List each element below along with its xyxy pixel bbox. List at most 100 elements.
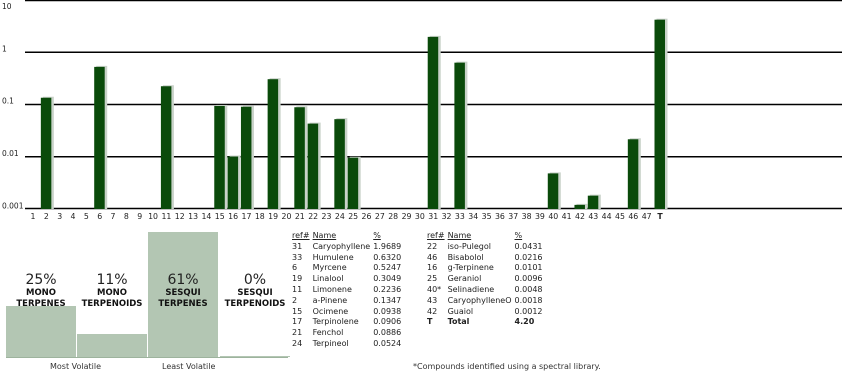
compound-ref: 2 bbox=[292, 295, 298, 305]
x-tick-label: 6 bbox=[97, 212, 102, 221]
x-tick-label: 18 bbox=[255, 212, 265, 221]
compound-pct: 0.0886 bbox=[373, 328, 402, 338]
compound-pct: 0.0524 bbox=[373, 338, 402, 348]
x-tick-label: 1 bbox=[31, 212, 36, 221]
bar bbox=[240, 106, 252, 209]
compound-name: Bisabolol bbox=[447, 252, 484, 262]
x-tick-label: 47 bbox=[642, 212, 652, 221]
x-tick-label: 32 bbox=[442, 212, 452, 221]
compound-ref: 6 bbox=[292, 263, 298, 273]
compound-name: Guaiol bbox=[447, 306, 474, 316]
bar bbox=[427, 36, 439, 209]
category-percent: 11% bbox=[96, 272, 128, 288]
x-tick-label: 4 bbox=[71, 212, 76, 221]
compound-row: 17 Terpinolene 0.0906 bbox=[292, 317, 404, 328]
x-tick-label: 25 bbox=[348, 212, 358, 221]
pct-header: % bbox=[373, 231, 381, 240]
compound-pct: 0.0101 bbox=[514, 263, 543, 273]
ref-header: ref# bbox=[292, 231, 310, 240]
category-name-line2: TERPENOIDS bbox=[224, 299, 286, 309]
x-tick-label: 16 bbox=[228, 212, 238, 221]
compound-pct: 0.1347 bbox=[373, 295, 402, 305]
x-tick-label: 9 bbox=[137, 212, 142, 221]
y-tick-label: 0.1 bbox=[2, 97, 14, 106]
compound-ref: 40* bbox=[427, 284, 442, 294]
compound-pct: 1.9689 bbox=[373, 241, 402, 251]
compound-row: 21 Fenchol 0.0886 bbox=[292, 328, 404, 339]
name-header: Name bbox=[447, 231, 472, 240]
x-tick-label: 13 bbox=[188, 212, 198, 221]
compound-name: Linalool bbox=[312, 274, 344, 284]
compound-row: 46 Bisabolol 0.0216 bbox=[427, 253, 546, 264]
y-tick-label: 1 bbox=[2, 44, 7, 53]
bar bbox=[40, 97, 52, 209]
bar bbox=[267, 79, 279, 209]
bar bbox=[574, 204, 585, 209]
compound-pct: 0.0096 bbox=[514, 274, 543, 284]
category-name-line1: MONO bbox=[96, 288, 128, 298]
compound-ref: 46 bbox=[427, 252, 438, 262]
category-percent: 61% bbox=[167, 272, 199, 288]
category-name-line1: SESQUI bbox=[165, 288, 201, 298]
x-tick-label: 33 bbox=[455, 212, 465, 221]
compound-name: Terpineol bbox=[312, 338, 349, 348]
compound-ref: 11 bbox=[292, 284, 303, 294]
x-tick-label: 26 bbox=[362, 212, 372, 221]
x-tick-label: 35 bbox=[482, 212, 492, 221]
x-tick-label: T bbox=[657, 212, 663, 221]
x-tick-label: 19 bbox=[268, 212, 278, 221]
x-tick-label: 8 bbox=[124, 212, 129, 221]
x-tick-label: 7 bbox=[111, 212, 116, 221]
x-tick-label: 22 bbox=[308, 212, 318, 221]
x-tick-label: 44 bbox=[602, 212, 612, 221]
y-tick-label: 0.01 bbox=[2, 149, 19, 158]
compound-name: Selinadiene bbox=[447, 284, 495, 294]
compound-name: Myrcene bbox=[312, 263, 347, 273]
compound-name: a-Pinene bbox=[312, 295, 348, 305]
x-tick-label: 21 bbox=[295, 212, 305, 221]
bar bbox=[587, 195, 599, 209]
x-tick-label: 28 bbox=[388, 212, 398, 221]
bar bbox=[214, 105, 225, 209]
compound-name: Terpinolene bbox=[312, 317, 359, 327]
compound-ref: 16 bbox=[427, 263, 438, 273]
compound-row: 22 iso-Pulegol 0.0431 bbox=[427, 242, 546, 253]
x-tick-label: 36 bbox=[495, 212, 505, 221]
compound-name: CaryophylleneO bbox=[447, 295, 512, 305]
category-percent: 0% bbox=[243, 272, 267, 288]
category-level-bar bbox=[220, 356, 290, 357]
compound-row: 19 Linalool 0.3049 bbox=[292, 274, 404, 285]
x-tick-label: 37 bbox=[508, 212, 518, 221]
x-tick-label: 41 bbox=[562, 212, 572, 221]
bar bbox=[294, 107, 305, 209]
compound-ref: 33 bbox=[292, 252, 303, 262]
compound-ref: 25 bbox=[427, 274, 438, 284]
x-tick-label: 14 bbox=[201, 212, 211, 221]
x-tick-label: 10 bbox=[148, 212, 158, 221]
compound-pct: 0.0938 bbox=[373, 306, 402, 316]
x-tick-label: 3 bbox=[57, 212, 62, 221]
category-1: 25% MONO TERPENES bbox=[10, 272, 72, 310]
compound-ref: 42 bbox=[427, 306, 438, 316]
bar bbox=[160, 86, 172, 209]
compound-ref: 15 bbox=[292, 306, 303, 316]
x-tick-label: 5 bbox=[84, 212, 89, 221]
x-tick-label: 17 bbox=[241, 212, 251, 221]
category-level-bar bbox=[77, 334, 147, 357]
compound-ref: 43 bbox=[427, 295, 438, 305]
x-tick-label: 27 bbox=[375, 212, 385, 221]
category-name-line1: MONO bbox=[25, 288, 57, 298]
spectral-library-note: *Compounds identified using a spectral l… bbox=[413, 362, 601, 371]
x-tick-label: 29 bbox=[402, 212, 412, 221]
compound-pct: 0.5247 bbox=[373, 263, 402, 273]
x-tick-label: 46 bbox=[628, 212, 638, 221]
x-tick-label: 34 bbox=[468, 212, 478, 221]
compound-row: 40* Selinadiene 0.0048 bbox=[427, 285, 546, 296]
compound-name: Caryophyllene bbox=[312, 241, 371, 251]
compound-pct: 0.0018 bbox=[514, 295, 543, 305]
compound-name: g-Terpinene bbox=[447, 263, 494, 273]
compound-pct: 0.3049 bbox=[373, 274, 402, 284]
compound-table-right: ref# Name % 22 iso-Pulegol 0.0431 46 Bisabol… bbox=[427, 231, 546, 328]
compound-row: 6 Myrcene 0.5247 bbox=[292, 263, 404, 274]
y-tick-label: 0.001 bbox=[2, 202, 24, 211]
